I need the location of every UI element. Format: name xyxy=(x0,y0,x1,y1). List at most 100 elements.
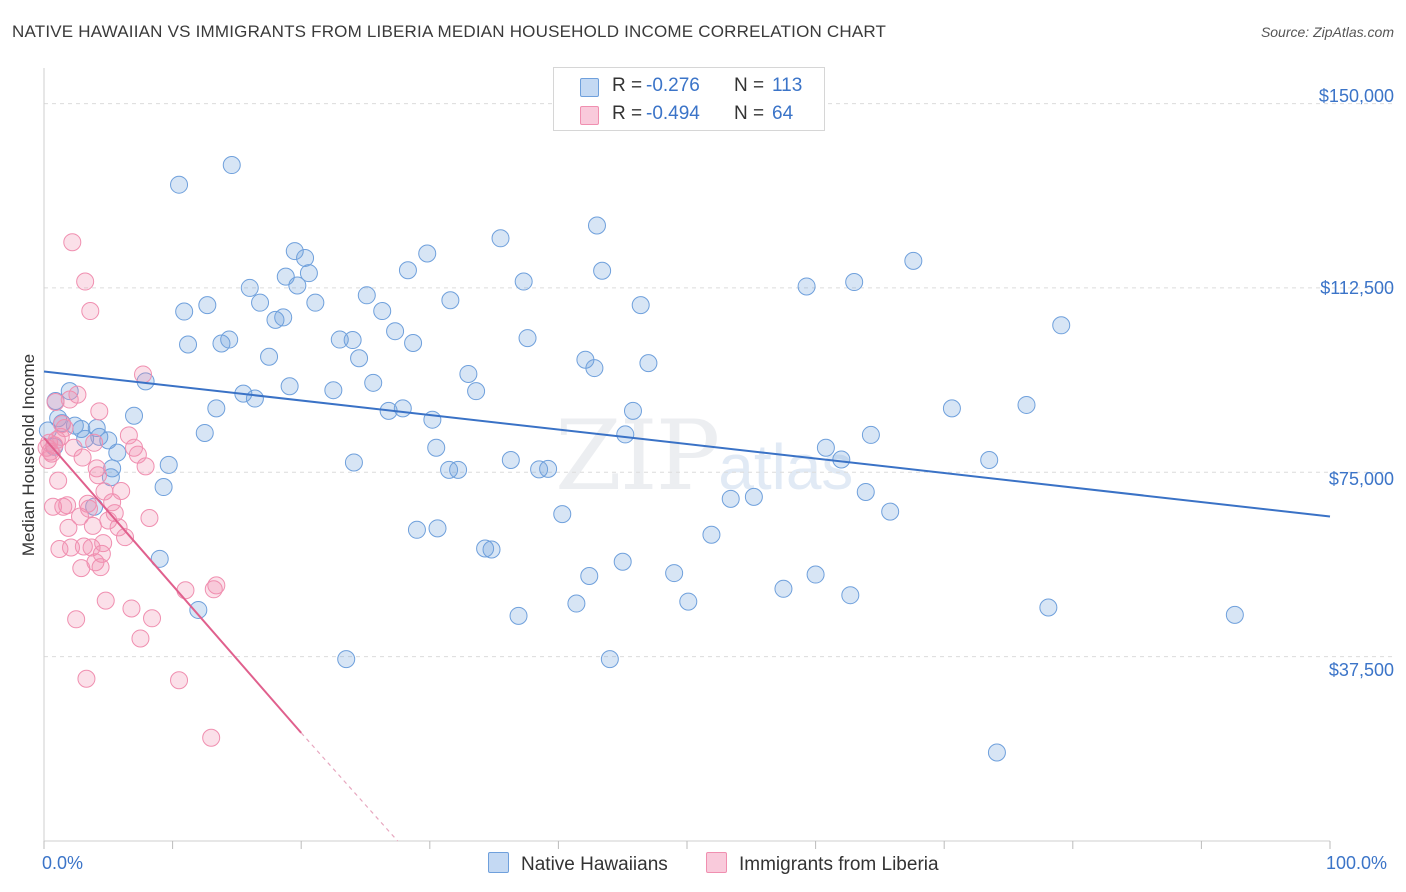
y-tick-label-75000: $75,000 xyxy=(1328,469,1394,489)
legend-item-native-hawaiians[interactable]: Native Hawaiians xyxy=(488,852,668,876)
native-hawaiian-point xyxy=(240,278,259,297)
native-hawaiian-point xyxy=(553,505,572,524)
native-hawaiian-point xyxy=(245,389,264,408)
liberia-point xyxy=(44,497,63,516)
y-axis-label: Median Household Income xyxy=(19,353,38,557)
liberia-point xyxy=(63,233,82,252)
native-hawaiian-point xyxy=(861,425,880,444)
native-hawaiian-point xyxy=(427,438,446,457)
chart-title: NATIVE HAWAIIAN VS IMMIGRANTS FROM LIBER… xyxy=(12,22,887,41)
liberia-point xyxy=(68,385,87,404)
native-hawaiian-point xyxy=(514,272,533,291)
native-hawaiian-point xyxy=(299,264,318,283)
native-hawaiian-point xyxy=(288,276,307,295)
native-hawaiian-point xyxy=(260,347,279,366)
native-hawaiian-point xyxy=(593,261,612,280)
native-hawaiian-point xyxy=(987,743,1006,762)
native-hawaiian-point xyxy=(679,592,698,611)
native-hawaiian-point xyxy=(306,293,325,312)
native-hawaiian-point xyxy=(175,302,194,321)
native-hawaiian-point xyxy=(343,331,362,350)
blue-swatch-icon xyxy=(580,78,599,97)
native-hawaiian-point xyxy=(856,482,875,501)
r-label: R = xyxy=(612,75,643,96)
liberia-point xyxy=(96,591,115,610)
native-hawaiian-point xyxy=(623,401,642,420)
native-hawaiian-point xyxy=(459,364,478,383)
native-hawaiian-point xyxy=(251,293,270,312)
liberia-point xyxy=(80,499,99,518)
native-hawaiian-point xyxy=(491,229,510,248)
native-hawaiian-point xyxy=(904,251,923,270)
native-hawaiian-point xyxy=(530,460,549,479)
liberia-point xyxy=(67,610,86,629)
native-hawaiian-point xyxy=(585,359,604,378)
liberia-point xyxy=(170,671,189,690)
native-hawaiian-point xyxy=(99,431,118,450)
native-hawaiian-point xyxy=(350,349,369,368)
native-hawaiian-point xyxy=(616,425,635,444)
native-hawaiian-point xyxy=(467,382,486,401)
native-hawaiian-point xyxy=(509,606,528,625)
n-value: 64 xyxy=(772,103,794,124)
native-hawaiian-point xyxy=(1039,598,1058,617)
liberia-point xyxy=(59,518,78,537)
native-hawaiian-point xyxy=(337,650,356,669)
native-hawaiian-point xyxy=(600,650,619,669)
legend-item-liberia[interactable]: Immigrants from Liberia xyxy=(706,852,939,876)
native-hawaiian-point xyxy=(631,296,650,315)
liberia-point xyxy=(143,609,162,628)
pink-swatch-icon xyxy=(580,106,599,125)
liberia-point xyxy=(58,496,77,515)
source-label: Source: ZipAtlas.com xyxy=(1260,24,1394,40)
liberia-point xyxy=(50,539,69,558)
native-hawaiian-point xyxy=(721,489,740,508)
native-hawaiian-point xyxy=(881,502,900,521)
native-hawaiian-point xyxy=(942,399,961,418)
liberia-point xyxy=(90,402,109,421)
liberia-point xyxy=(87,459,106,478)
native-hawaiian-point xyxy=(274,308,293,327)
pink-swatch-icon xyxy=(706,852,727,873)
native-hawaiian-point xyxy=(404,333,423,352)
native-hawaiian-point xyxy=(816,438,835,457)
native-hawaiian-point xyxy=(797,277,816,296)
native-hawaiian-point xyxy=(154,478,173,497)
liberia-point xyxy=(125,438,144,457)
native-hawaiian-point xyxy=(357,286,376,305)
native-hawaiian-point xyxy=(330,330,349,349)
native-hawaiian-point xyxy=(567,594,586,613)
liberia-point xyxy=(91,558,110,577)
x-tick-label-max: 100.0% xyxy=(1326,853,1388,873)
liberia-point xyxy=(176,581,195,600)
liberia-point xyxy=(207,576,226,595)
native-hawaiian-point xyxy=(198,296,217,315)
native-hawaiian-point xyxy=(393,399,412,418)
native-hawaiian-point xyxy=(189,600,208,619)
legend-row-native-hawaiians: R = -0.276 N = 113 xyxy=(554,72,824,100)
native-hawaiian-point xyxy=(150,549,169,568)
native-hawaiian-point xyxy=(220,330,239,349)
liberia-trendline-extension xyxy=(300,732,399,842)
liberia-point xyxy=(134,365,153,384)
native-hawaiian-trendline xyxy=(43,370,1331,518)
native-hawaiian-point xyxy=(501,451,520,469)
native-hawaiian-point xyxy=(841,586,860,605)
n-label: N = xyxy=(734,103,765,124)
x-tick-label-min: 0.0% xyxy=(42,853,84,873)
liberia-point xyxy=(131,629,150,648)
native-hawaiian-point xyxy=(587,216,606,235)
n-value: 113 xyxy=(772,75,803,96)
native-hawaiian-point xyxy=(665,564,684,583)
correlation-legend: R = -0.276 N = 113 R = -0.494 N = 64 xyxy=(553,67,825,131)
native-hawaiian-point xyxy=(407,520,426,539)
native-hawaiian-point xyxy=(398,261,417,280)
liberia-point xyxy=(74,537,93,556)
blue-swatch-icon xyxy=(488,852,509,873)
native-hawaiian-point xyxy=(108,443,127,462)
native-hawaiian-point xyxy=(449,460,468,479)
native-hawaiian-point xyxy=(580,567,599,586)
native-hawaiian-point xyxy=(440,460,459,479)
native-hawaiian-point xyxy=(373,302,392,321)
native-hawaiian-point xyxy=(476,539,495,558)
